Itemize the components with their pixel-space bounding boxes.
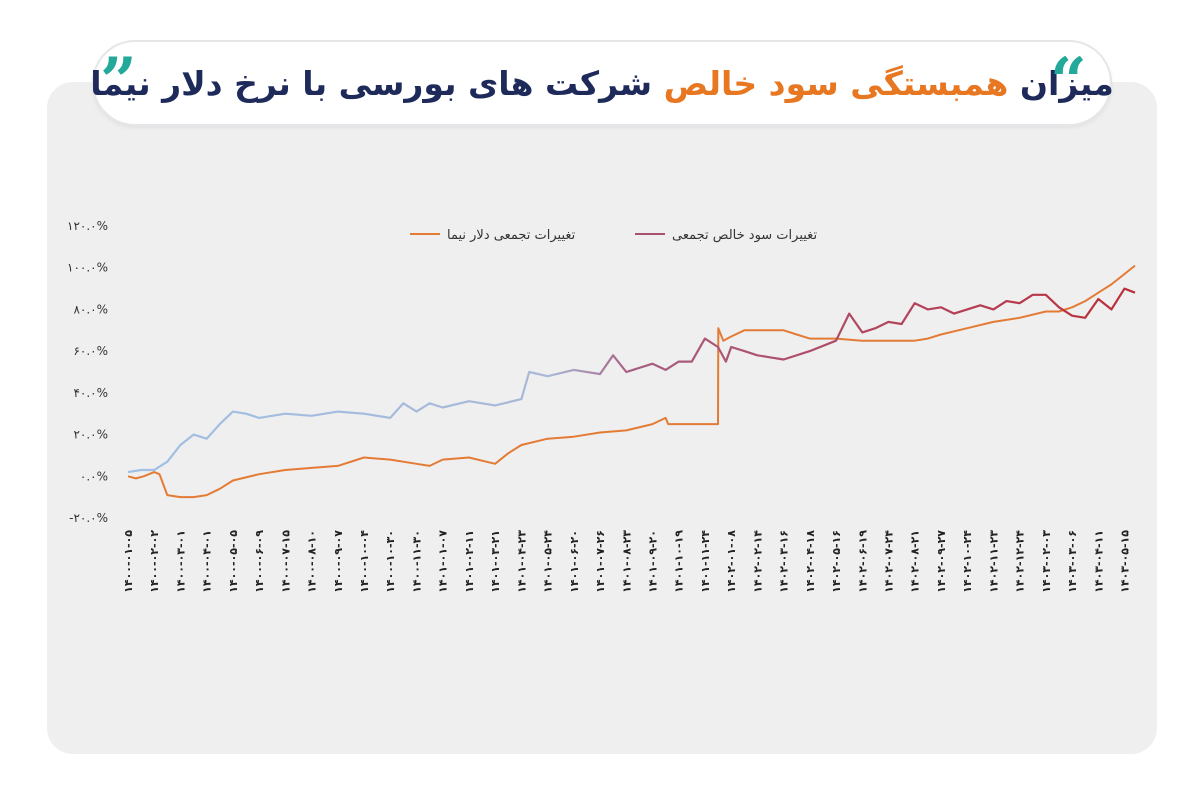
x-tick-label: ۱۴۰۲-۰۵-۱۶ bbox=[830, 530, 843, 593]
x-tick-label: ۱۴۰۰-۰۹-۰۷ bbox=[332, 530, 345, 593]
x-tick-label: ۱۴۰۳-۰۵-۱۵ bbox=[1119, 530, 1132, 593]
x-tick-label: ۱۴۰۲-۱۰-۲۴ bbox=[961, 530, 974, 593]
x-tick-label: ۱۴۰۰-۰۶-۰۹ bbox=[253, 530, 266, 593]
legend-label: تغییرات تجمعی دلار نیما bbox=[447, 228, 576, 243]
x-tick-label: ۱۴۰۰-۱۱-۳۰ bbox=[410, 530, 423, 593]
x-tick-label: ۱۴۰۱-۱۰-۱۹ bbox=[673, 530, 686, 593]
series-layer bbox=[127, 264, 1136, 499]
series-line-net-profit bbox=[127, 287, 1136, 474]
x-tick-label: ۱۴۰۲-۰۲-۱۴ bbox=[751, 530, 764, 593]
x-tick-label: ۱۴۰۰-۰۲-۰۲ bbox=[148, 530, 161, 593]
quote-close-icon: “ bbox=[1050, 44, 1087, 119]
x-tick-label: ۱۴۰۱-۰۶-۲۰ bbox=[568, 530, 581, 593]
y-tick-label: ۸۰.۰% bbox=[73, 302, 108, 316]
y-tick-label: ۴۰.۰% bbox=[73, 386, 108, 400]
y-axis: -۲۰.۰% ۰.۰% ۲۰.۰% ۴۰.۰% ۶۰.۰% ۸۰.۰% ۱۰۰.۰% ۱۲۰.… bbox=[67, 219, 108, 525]
y-tick-label: ۲۰.۰% bbox=[73, 428, 108, 442]
title-part-3: شرکت های بورسی با نرخ دلار نیما bbox=[90, 63, 653, 103]
title-banner: میزان همبستگی سود خالص شرکت های بورسی با… bbox=[90, 40, 1114, 126]
title-highlight: همبستگی سود خالص bbox=[663, 63, 1009, 103]
chart-panel bbox=[47, 82, 1157, 754]
x-tick-label: ۱۴۰۰-۱۰-۰۴ bbox=[358, 530, 371, 593]
x-tick-label: ۱۴۰۲-۰۷-۲۴ bbox=[882, 530, 895, 593]
x-tick-label: ۱۴۰۱-۰۷-۲۶ bbox=[594, 530, 607, 593]
x-tick-label: ۱۴۰۰-۰۷-۱۵ bbox=[279, 530, 292, 593]
x-tick-label: ۱۴۰۲-۰۳-۱۶ bbox=[778, 530, 791, 593]
x-tick-label: ۱۴۰۰-۰۳-۰۱ bbox=[174, 530, 187, 593]
x-tick-label: ۱۴۰۲-۱۱-۲۳ bbox=[987, 530, 1000, 593]
x-tick-label: ۱۴۰۱-۰۱-۰۷ bbox=[437, 530, 450, 593]
x-tick-label: ۱۴۰۱-۰۴-۲۳ bbox=[515, 530, 528, 593]
x-tick-label: ۱۴۰۳-۰۴-۱۱ bbox=[1092, 530, 1105, 593]
series-line-nima-dollar bbox=[127, 264, 1136, 499]
x-tick-label: ۱۴۰۱-۰۲-۱۱ bbox=[463, 530, 476, 593]
x-tick-label: ۱۴۰۰-۰۵-۰۵ bbox=[227, 530, 240, 593]
x-tick-label: ۱۴۰۲-۰۸-۲۱ bbox=[909, 530, 922, 593]
x-tick-label: ۱۴۰۰-۰۱-۰۵ bbox=[122, 530, 135, 593]
x-tick-label: ۱۴۰۱-۱۱-۲۴ bbox=[699, 530, 712, 593]
x-tick-label: ۱۴۰۲-۰۶-۱۹ bbox=[856, 530, 869, 593]
y-tick-label: ۰.۰% bbox=[80, 469, 108, 483]
x-tick-label: ۱۴۰۰-۰۸-۱۰ bbox=[306, 530, 319, 593]
y-tick-label: ۶۰.۰% bbox=[73, 344, 108, 358]
x-tick-label: ۱۴۰۰-۰۴-۰۱ bbox=[201, 530, 214, 593]
x-tick-label: ۱۴۰۲-۱۲-۲۴ bbox=[1014, 530, 1027, 593]
title-part-1: میزان bbox=[1019, 63, 1114, 103]
x-tick-label: ۱۴۰۲-۰۱-۰۸ bbox=[725, 530, 738, 593]
y-tick-label: ۱۰۰.۰% bbox=[67, 261, 108, 275]
x-tick-label: ۱۴۰۱-۰۹-۲۰ bbox=[646, 530, 659, 593]
y-tick-label: ۱۲۰.۰% bbox=[67, 219, 108, 233]
page-title: میزان همبستگی سود خالص شرکت های بورسی با… bbox=[90, 64, 1114, 103]
x-tick-label: ۱۴۰۲-۰۹-۲۷ bbox=[935, 530, 948, 593]
x-tick-label: ۱۴۰۳-۰۲-۰۳ bbox=[1040, 530, 1053, 593]
x-tick-label: ۱۴۰۳-۰۳-۰۶ bbox=[1066, 530, 1079, 593]
y-tick-label: -۲۰.۰% bbox=[69, 511, 108, 525]
legend: تغییرات سود خالص تجمعی تغییرات تجمعی دلار… bbox=[410, 228, 817, 243]
x-tick-label: ۱۴۰۱-۰۵-۲۴ bbox=[542, 530, 555, 593]
x-tick-label: ۱۴۰۱-۰۸-۲۳ bbox=[620, 530, 633, 593]
x-tick-label: ۱۴۰۰-۱۰-۳۰ bbox=[384, 530, 397, 593]
x-axis: ۱۴۰۰-۰۱-۰۵ ۱۴۰۰-۰۲-۰۲ ۱۴۰۰-۰۳-۰۱ ۱۴۰۰-۰۴-۰۱… bbox=[122, 530, 1132, 593]
legend-label: تغییرات سود خالص تجمعی bbox=[672, 228, 817, 243]
x-tick-label: ۱۴۰۲-۰۴-۱۸ bbox=[804, 530, 817, 593]
x-tick-label: ۱۴۰۱-۰۳-۲۱ bbox=[489, 530, 502, 593]
quote-open-icon: ” bbox=[100, 44, 137, 119]
